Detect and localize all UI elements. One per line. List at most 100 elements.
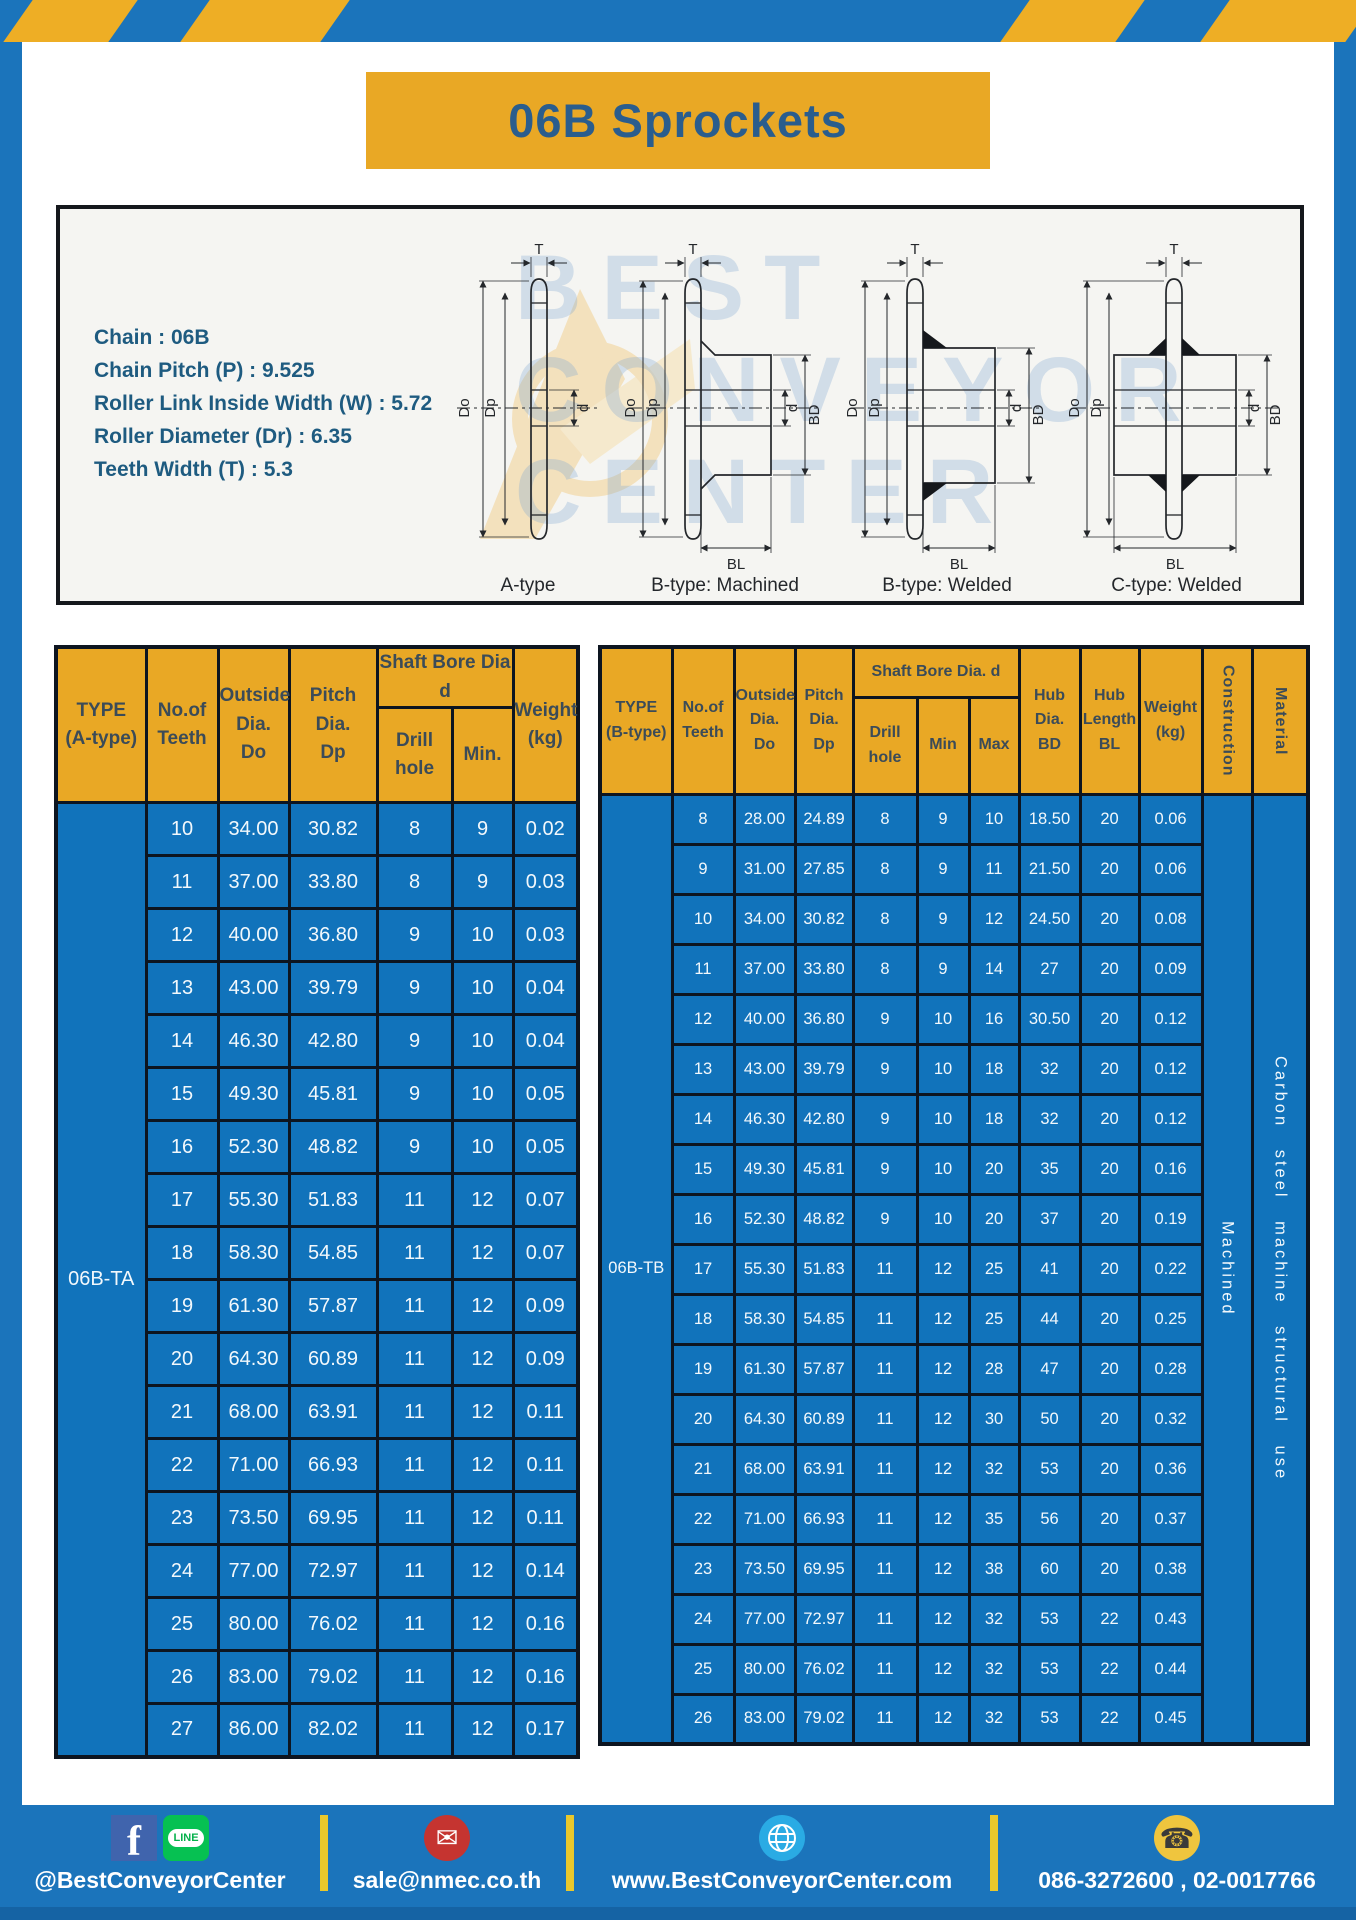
email-address[interactable]: sale@nmec.co.th <box>352 1867 542 1893</box>
b-type-machined-drawing: T Do Dp d BD BL <box>625 243 823 573</box>
table-a-row: 18 58.30 54.85 11 12 0.07 <box>56 1225 580 1281</box>
table-b-cell: 49.30 <box>732 1142 797 1196</box>
dim-label-bd: BD <box>806 404 823 425</box>
social-handle[interactable]: @BestConveyorCenter <box>34 1867 286 1893</box>
table-b-cell: 10 <box>915 1042 971 1096</box>
table-b-cell: 9 <box>851 1142 919 1196</box>
table-a-row: 16 52.30 48.82 9 10 0.05 <box>56 1119 580 1175</box>
table-b-cell: 60 <box>1017 1542 1082 1596</box>
table-b-cell: 20 <box>1078 1342 1141 1396</box>
table-a-cell: 0.16 <box>511 1596 580 1652</box>
table-b-cell: 24.50 <box>1017 892 1082 946</box>
table-b-cell: 20 <box>1078 1242 1141 1296</box>
table-b-cell: 32 <box>967 1692 1021 1746</box>
table-b-cell: 46.30 <box>732 1092 797 1146</box>
table-a-cell: 18 <box>144 1225 220 1281</box>
table-b-cell: 10 <box>915 1142 971 1196</box>
col-header-material: Material <box>1250 645 1310 796</box>
table-a-cell: 51.83 <box>287 1172 379 1228</box>
table-b-cell: 0.12 <box>1137 992 1204 1046</box>
table-a-cell: 57.87 <box>287 1278 379 1334</box>
table-b-row: 17 55.30 51.83 11 12 25 41 20 0.22 <box>600 1242 1308 1296</box>
table-a-cell: 11 <box>375 1331 454 1387</box>
table-b-cell: 9 <box>851 1092 919 1146</box>
table-b-cell: 83.00 <box>732 1692 797 1746</box>
table-b-row: 21 68.00 63.91 11 12 32 53 20 0.36 <box>600 1442 1308 1496</box>
table-b-row: 10 34.00 30.82 8 9 12 24.50 20 0.08 <box>600 892 1308 946</box>
footer-social-section: f LINE @BestConveyorCenter <box>0 1813 320 1894</box>
footer-website-section: www.BestConveyorCenter.com <box>574 1813 990 1894</box>
table-b-cell: 36.80 <box>793 992 855 1046</box>
table-a-cell: 9 <box>375 907 454 963</box>
table-b-row: 18 58.30 54.85 11 12 25 44 20 0.25 <box>600 1292 1308 1346</box>
table-b-cell: 53 <box>1017 1592 1082 1646</box>
table-b-cell: 12 <box>670 992 736 1046</box>
table-b-cell: 9 <box>851 992 919 1046</box>
table-b-cell: 35 <box>1017 1142 1082 1196</box>
table-b-cell: 0.08 <box>1137 892 1204 946</box>
table-a-row: 27 86.00 82.02 11 12 0.17 <box>56 1702 580 1758</box>
dim-label-do: Do <box>847 398 861 417</box>
figure-caption: B-type: Machined <box>651 575 799 596</box>
table-b-cell: 12 <box>915 1542 971 1596</box>
table-a-cell: 33.80 <box>287 854 379 910</box>
table-b-cell: 20 <box>1078 842 1141 896</box>
table-b-cell: 18.50 <box>1017 792 1082 846</box>
table-b-cell: 80.00 <box>732 1642 797 1696</box>
table-b-cell: 32 <box>967 1442 1021 1496</box>
table-a-header: TYPE (A-type) No.of Teeth Outside Dia. D… <box>54 645 580 804</box>
table-b-cell: 19 <box>670 1342 736 1396</box>
table-b-cell: 22 <box>1078 1692 1141 1746</box>
table-b-cell: 12 <box>915 1342 971 1396</box>
table-b-cell: 0.12 <box>1137 1042 1204 1096</box>
phone-icon[interactable]: ☎ <box>1154 1815 1200 1861</box>
table-b-cell: 32 <box>967 1592 1021 1646</box>
website-url[interactable]: www.BestConveyorCenter.com <box>611 1867 953 1893</box>
table-a-row: 15 49.30 45.81 9 10 0.05 <box>56 1066 580 1122</box>
table-a-cell: 30.82 <box>287 801 379 857</box>
mail-icon[interactable]: ✉ <box>424 1815 470 1861</box>
figure-a-type: T Do Dp d A-type <box>453 243 603 597</box>
phone-numbers[interactable]: 086-3272600 , 02-0017766 <box>1038 1867 1316 1893</box>
table-a-cell: 12 <box>450 1172 515 1228</box>
table-a-cell: 11 <box>375 1225 454 1281</box>
figure-b-type-welded: T Do Dp d BD BL B-type: Welded <box>847 243 1047 597</box>
facebook-icon[interactable]: f <box>111 1815 157 1861</box>
table-b-cell: 11 <box>851 1692 919 1746</box>
col-header-drill-hole: Drill hole <box>375 706 454 804</box>
table-a-cell: 12 <box>450 1702 515 1758</box>
table-a-cell: 12 <box>450 1543 515 1599</box>
table-b-cell: 32 <box>1017 1042 1082 1096</box>
table-b-cell: 11 <box>851 1592 919 1646</box>
table-b-cell: 45.81 <box>793 1142 855 1196</box>
table-a-cell: 8 <box>375 801 454 857</box>
table-a-row: 17 55.30 51.83 11 12 0.07 <box>56 1172 580 1228</box>
table-b-cell: 20 <box>1078 1492 1141 1546</box>
globe-icon[interactable] <box>759 1815 805 1861</box>
table-b-cell: 28.00 <box>732 792 797 846</box>
table-b-cell: 9 <box>915 892 971 946</box>
table-a-cell: 12 <box>450 1331 515 1387</box>
table-b-row: 15 49.30 45.81 9 10 20 35 20 0.16 <box>600 1142 1308 1196</box>
table-b-cell: 51.83 <box>793 1242 855 1296</box>
spec-line: Chain Pitch (P) : 9.525 <box>94 359 315 382</box>
table-b-row: 06B-TB 8 28.00 24.89 8 9 10 18.50 20 0.06 Machined… <box>598 792 1310 1746</box>
table-b-cell: 8 <box>851 892 919 946</box>
table-b-row: 22 71.00 66.93 11 12 35 56 20 0.37 <box>600 1492 1308 1546</box>
table-a-cell: 24 <box>144 1543 220 1599</box>
table-a-cell: 9 <box>375 1119 454 1175</box>
table-b-cell: 0.12 <box>1137 1092 1204 1146</box>
phone-glyph: ☎ <box>1159 1822 1195 1854</box>
table-b-row: 12 40.00 36.80 9 10 16 30.50 20 0.12 <box>600 992 1308 1046</box>
table-b-cell: 68.00 <box>732 1442 797 1496</box>
table-b-cell: 14 <box>670 1092 736 1146</box>
website-icon-row <box>759 1813 805 1863</box>
dim-label-t: T <box>1169 243 1178 258</box>
table-a-cell: 45.81 <box>287 1066 379 1122</box>
col-header-hub-dia: Hub Dia. BD <box>1017 645 1082 796</box>
table-a-cell: 9 <box>450 854 515 910</box>
table-a-cell: 11 <box>375 1384 454 1440</box>
table-b-cell: 0.06 <box>1137 792 1204 846</box>
line-icon[interactable]: LINE <box>163 1815 209 1861</box>
table-b-cell: 12 <box>915 1442 971 1496</box>
